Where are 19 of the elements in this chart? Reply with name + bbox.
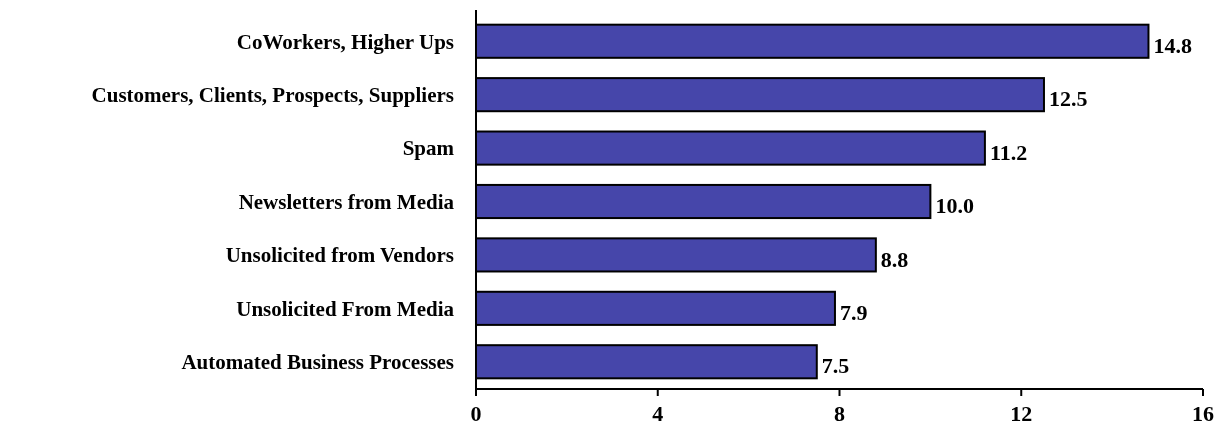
y-tick-label: CoWorkers, Higher Ups <box>236 29 454 54</box>
data-label: 8.8 <box>880 246 909 272</box>
x-tick-label: 4 <box>652 401 664 426</box>
x-tick-label: 16 <box>1192 401 1214 426</box>
data-label: 7.9 <box>839 300 868 326</box>
data-label: 11.2 <box>989 139 1028 165</box>
x-tick-label: 12 <box>1010 401 1033 426</box>
y-tick-label: Automated Business Processes <box>181 350 454 375</box>
y-tick-label: Customers, Clients, Prospects, Suppliers <box>91 83 454 108</box>
y-tick-label: Unsolicited from Vendors <box>225 243 454 268</box>
y-tick-label: Unsolicited From Media <box>236 296 455 321</box>
y-tick-label: Newsletters from Media <box>238 189 455 214</box>
data-label: 10.0 <box>935 193 974 219</box>
data-label: 12.5 <box>1048 86 1088 112</box>
data-label: 7.5 <box>821 353 850 379</box>
x-tick-label: 0 <box>470 401 482 426</box>
data-label: 14.8 <box>1153 32 1192 58</box>
x-tick-label: 8 <box>834 401 845 426</box>
y-tick-label: Spam <box>402 136 455 161</box>
